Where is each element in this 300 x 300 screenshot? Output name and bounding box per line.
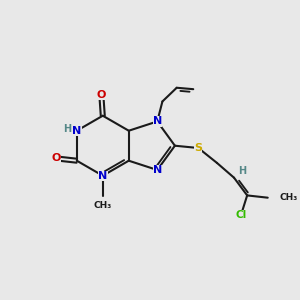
Text: Cl: Cl (235, 210, 247, 220)
Text: N: N (72, 126, 81, 136)
Text: S: S (194, 143, 202, 153)
Text: N: N (153, 165, 162, 175)
Text: N: N (98, 171, 107, 181)
Text: O: O (97, 90, 106, 100)
Text: CH₃: CH₃ (280, 193, 298, 202)
Text: H: H (64, 124, 72, 134)
Text: O: O (52, 153, 61, 164)
Text: CH₃: CH₃ (94, 201, 112, 210)
Text: H: H (238, 166, 247, 176)
Text: N: N (153, 116, 162, 127)
